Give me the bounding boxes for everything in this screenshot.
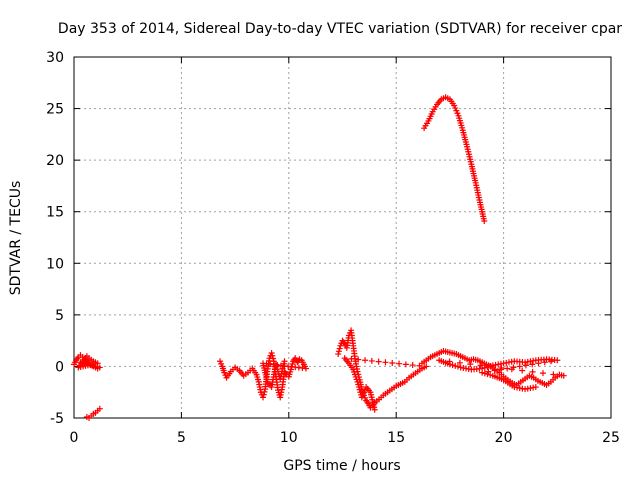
data-point <box>491 367 498 374</box>
data-point <box>532 384 539 391</box>
data-point <box>535 360 542 367</box>
data-point <box>446 361 453 368</box>
data-point <box>510 364 517 371</box>
data-point <box>504 365 511 372</box>
data-point <box>467 361 474 368</box>
data-point <box>270 355 277 362</box>
y-tick-label: 0 <box>55 359 64 375</box>
data-point <box>539 370 546 377</box>
y-axis-label: SDTVAR / TECUs <box>8 181 24 296</box>
y-tick-label: -5 <box>50 411 64 427</box>
data-point <box>335 351 342 358</box>
data-point <box>375 358 382 365</box>
y-tick-label: 10 <box>46 256 64 272</box>
data-point <box>396 360 403 367</box>
data-point <box>335 348 342 355</box>
data-point <box>382 359 389 366</box>
data-point <box>481 364 488 371</box>
y-tick-label: 20 <box>46 153 64 169</box>
data-point <box>522 362 529 369</box>
data-point <box>402 361 409 368</box>
data-point <box>554 357 561 364</box>
x-tick-label: 0 <box>70 430 79 446</box>
x-tick-label: 5 <box>177 430 186 446</box>
data-point <box>260 391 267 398</box>
data-point <box>389 359 396 366</box>
data-point <box>477 362 484 369</box>
x-tick-label: 20 <box>495 430 513 446</box>
data-point <box>497 366 504 373</box>
data-point <box>336 345 343 352</box>
data-point <box>529 361 536 368</box>
data-point <box>481 370 488 377</box>
data-point <box>289 361 296 368</box>
data-point <box>281 358 288 365</box>
data-point <box>269 352 276 359</box>
data-point <box>96 405 103 412</box>
data-point <box>371 406 378 413</box>
data-point <box>355 356 362 363</box>
data-point <box>487 363 494 370</box>
y-tick-label: 30 <box>46 50 64 66</box>
data-point <box>362 357 369 364</box>
data-point <box>560 372 567 379</box>
y-tick-label: 5 <box>55 308 64 324</box>
data-point <box>287 366 294 373</box>
grid <box>74 57 611 418</box>
data-point <box>484 371 491 378</box>
data-point <box>260 394 267 401</box>
data-point <box>484 363 491 370</box>
data-point <box>449 362 456 369</box>
data-point <box>409 362 416 369</box>
data-point <box>479 369 486 376</box>
axis-ticks: 0 5 10 15 20 25 -5 0 5 10 15 20 25 30 <box>46 50 620 446</box>
data-point <box>368 357 375 364</box>
data-point <box>423 363 430 370</box>
plot-frame <box>73 56 612 419</box>
x-axis-label: GPS time / hours <box>283 458 400 474</box>
data-point <box>454 363 461 370</box>
x-tick-label: 10 <box>280 430 298 446</box>
data-point <box>452 362 459 369</box>
x-tick-label: 15 <box>387 430 405 446</box>
chart-title: Day 353 of 2014, Sidereal Day-to-day VTE… <box>58 21 622 37</box>
data-point <box>548 358 555 365</box>
data-point <box>481 217 488 224</box>
data-point <box>261 388 268 395</box>
data-point <box>487 371 494 378</box>
y-tick-label: 15 <box>46 205 64 221</box>
y-tick-label: 25 <box>46 102 64 118</box>
data-point <box>83 353 90 360</box>
data-point <box>519 367 526 374</box>
x-tick-label: 25 <box>602 430 620 446</box>
data-points <box>71 94 567 421</box>
data-point <box>456 359 463 366</box>
data-point <box>268 350 275 357</box>
data-point <box>516 363 523 370</box>
data-point <box>550 371 557 378</box>
data-point <box>348 355 355 362</box>
data-point <box>529 368 536 375</box>
data-point <box>541 359 548 366</box>
